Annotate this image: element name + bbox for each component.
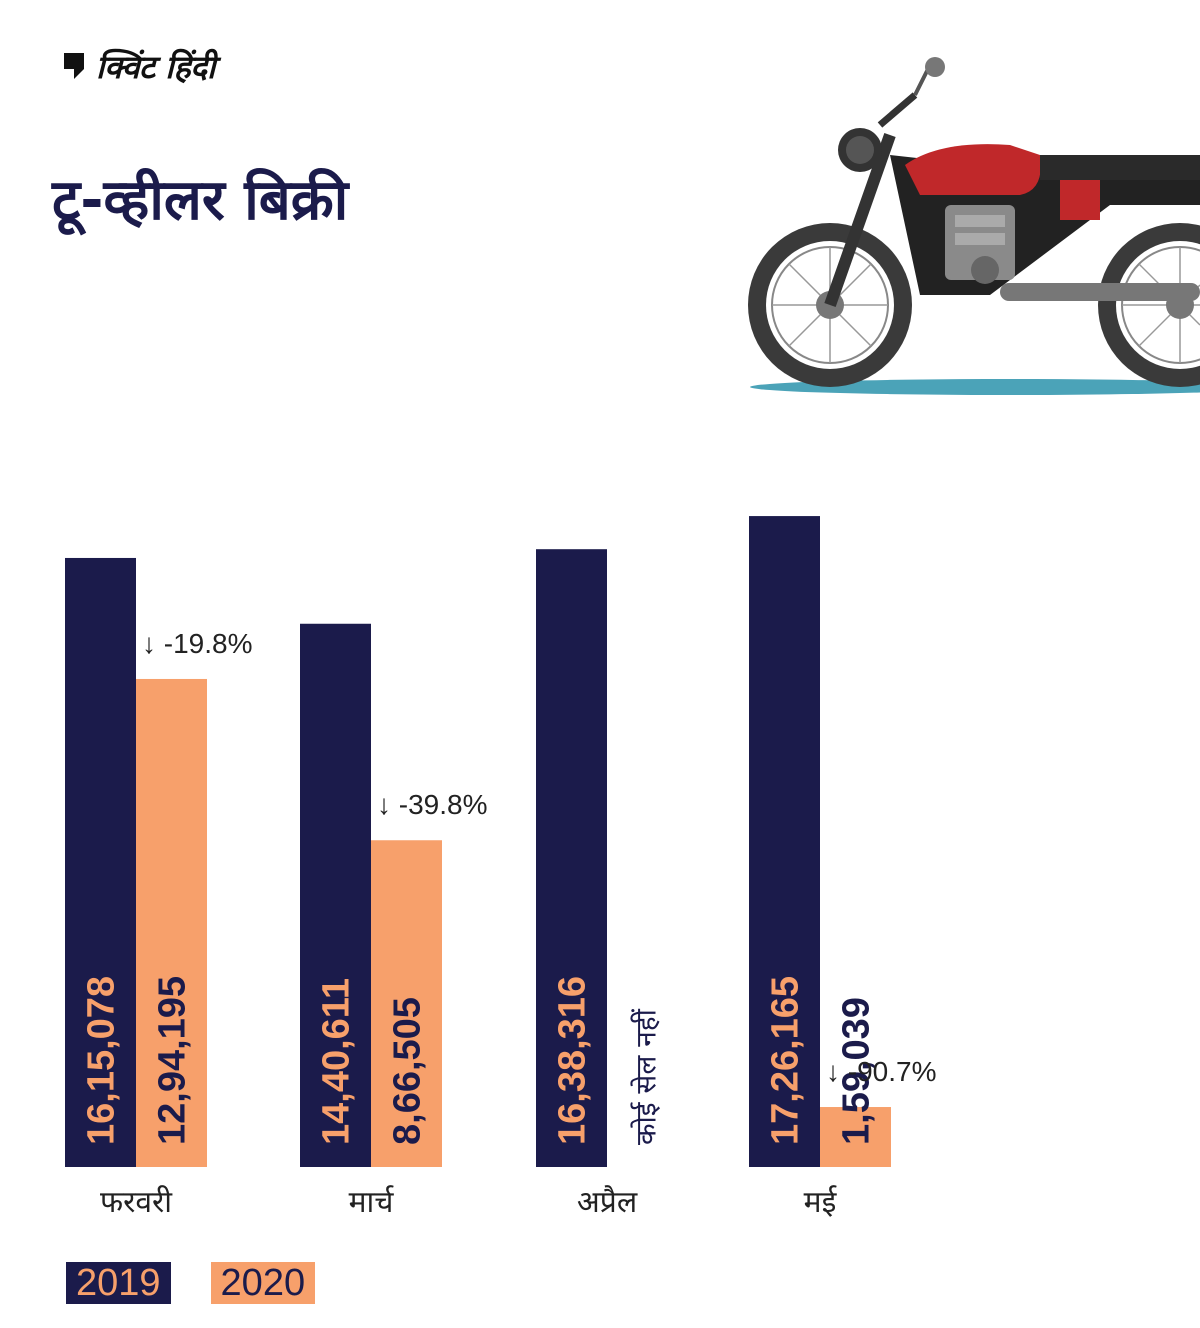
- change-annotation-4: ↓ -90.7%: [826, 1056, 937, 1087]
- bar-2020-4: [820, 1107, 891, 1167]
- value-label-2020-2: 8,66,505: [387, 997, 429, 1145]
- change-annotation-2: ↓ -39.8%: [377, 789, 488, 820]
- motorcycle-illustration: [748, 57, 1200, 395]
- bar-2019-3: [536, 549, 607, 1167]
- value-label-2019-1: 16,15,078: [81, 976, 123, 1145]
- value-label-2020-4: 1,59,039: [836, 997, 878, 1145]
- value-label-2019-4: 17,26,165: [765, 976, 807, 1145]
- sales-bar-chart: 16,15,078 12,94,195 ↓ -19.8% फरवरी 14,40,611…: [65, 516, 937, 1220]
- legend-item-2019: 2019: [66, 1262, 171, 1304]
- bar-2019-1: [65, 557, 136, 1167]
- quote-icon: [64, 53, 84, 79]
- value-label-2019-2: 14,40,611: [316, 978, 358, 1145]
- value-label-2019-3: 16,38,316: [552, 976, 594, 1145]
- value-label-2020-3: कोई सेल नहीं: [630, 1008, 663, 1145]
- logo-text: क्विंट हिंदी: [96, 47, 215, 86]
- value-label-2020-1: 12,94,195: [152, 976, 194, 1145]
- category-label-1: फरवरी: [100, 1185, 173, 1220]
- category-label-4: मई: [804, 1185, 838, 1220]
- brand-logo: क्विंट हिंदी: [62, 42, 215, 90]
- legend: 2019 2020: [66, 1262, 316, 1304]
- bar-2019-2: [300, 623, 371, 1167]
- category-label-3: अप्रैल: [577, 1185, 638, 1220]
- change-annotation-1: ↓ -19.8%: [142, 628, 253, 659]
- category-label-2: मार्च: [349, 1185, 395, 1220]
- page-title: टू-व्हीलर बिक्री: [52, 168, 349, 233]
- legend-item-2020: 2020: [210, 1262, 316, 1304]
- bar-2019-4: [749, 516, 820, 1167]
- bar-2020-1: [136, 678, 207, 1167]
- bar-2020-2: [371, 840, 442, 1167]
